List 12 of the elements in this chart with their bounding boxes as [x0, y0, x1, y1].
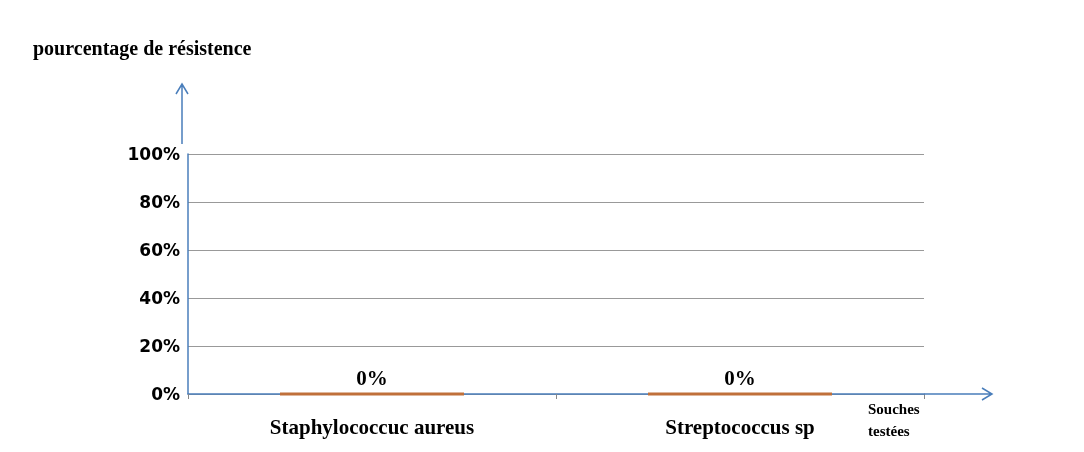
x-tick-label: Streptococcus sp	[665, 414, 815, 439]
y-axis-title: pourcentage de résistence	[33, 37, 252, 60]
y-tick-label: 60%	[139, 240, 180, 260]
x-axis-title: Souches testées	[868, 401, 920, 439]
y-tick-label: 80%	[139, 192, 180, 212]
y-tick-label: 0%	[151, 384, 180, 404]
y-tick-label: 100%	[127, 144, 180, 164]
y-tick-label: 40%	[139, 288, 180, 308]
data-label: 0%	[356, 366, 388, 390]
x-tick-label: Staphylococcuc aureus	[269, 414, 475, 439]
y-tick-label: 20%	[139, 336, 180, 356]
data-label: 0%	[724, 366, 756, 390]
